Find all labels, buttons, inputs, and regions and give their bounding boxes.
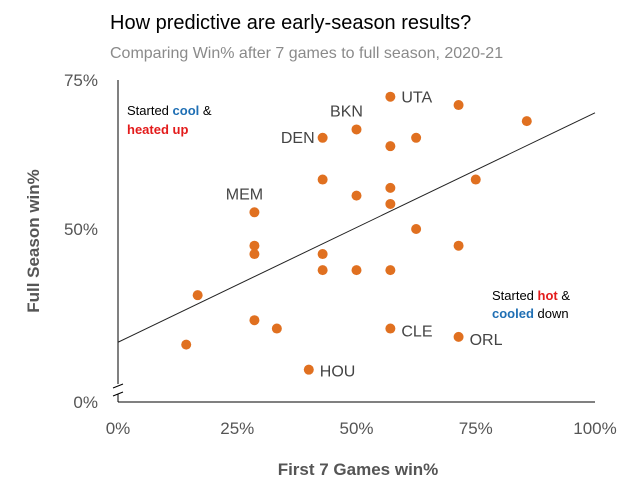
x-tick-labels: 0% 25% 50% 75% 100% bbox=[106, 419, 617, 438]
x-tick-label: 100% bbox=[573, 419, 616, 438]
team-label-cle: CLE bbox=[401, 324, 432, 341]
data-point bbox=[351, 190, 362, 201]
data-point bbox=[411, 132, 422, 143]
data-point bbox=[317, 249, 328, 260]
team-label-hou: HOU bbox=[320, 364, 356, 381]
team-label-uta: UTA bbox=[401, 90, 432, 107]
team-label-bkn: BKN bbox=[330, 103, 363, 120]
annotation-cooled-line2: cooled down bbox=[492, 306, 569, 321]
data-point bbox=[271, 323, 282, 334]
data-point bbox=[249, 315, 260, 326]
y-tick-label: 75% bbox=[64, 71, 98, 90]
x-tick-label: 0% bbox=[106, 419, 131, 438]
annotation-hot-line1: Started hot & bbox=[492, 288, 570, 303]
x-axis-label: First 7 Games win% bbox=[278, 460, 439, 479]
points-group bbox=[181, 91, 532, 375]
data-point bbox=[385, 182, 396, 193]
y-axis-break-mark-upper bbox=[112, 383, 124, 389]
annotation-hot-word: hot bbox=[538, 288, 559, 303]
data-point bbox=[385, 198, 396, 209]
data-point bbox=[317, 265, 328, 276]
y-tick-label: 0% bbox=[73, 393, 98, 412]
data-point bbox=[453, 331, 464, 342]
data-point bbox=[249, 249, 260, 260]
annotation-cooled-word: cooled bbox=[492, 306, 534, 321]
data-point bbox=[351, 124, 362, 135]
y-tick-label: 50% bbox=[64, 220, 98, 239]
data-point bbox=[453, 240, 464, 251]
annotation-heated-up: heated up bbox=[127, 122, 188, 137]
data-point bbox=[385, 265, 396, 276]
team-labels-group: UTA BKN DEN MEM CLE ORL HOU bbox=[226, 90, 503, 381]
data-point bbox=[385, 141, 396, 152]
data-point bbox=[521, 116, 532, 127]
data-point bbox=[249, 240, 260, 251]
data-point bbox=[181, 339, 192, 350]
team-label-orl: ORL bbox=[470, 332, 503, 349]
plot-frame bbox=[112, 80, 595, 403]
x-tick-label: 25% bbox=[220, 419, 254, 438]
data-point bbox=[317, 132, 328, 143]
trend-line-group bbox=[117, 112, 596, 343]
data-point bbox=[317, 174, 328, 185]
data-point bbox=[411, 224, 422, 234]
y-axis-break-mark-lower bbox=[112, 391, 124, 397]
x-tick-label: 50% bbox=[339, 419, 373, 438]
data-point bbox=[385, 91, 396, 102]
data-point bbox=[385, 323, 396, 334]
trend-line bbox=[117, 112, 596, 343]
data-point bbox=[470, 174, 481, 185]
data-point bbox=[192, 290, 203, 301]
chart-title: How predictive are early-season results? bbox=[110, 12, 471, 34]
data-point bbox=[453, 100, 464, 111]
chart-subtitle: Comparing Win% after 7 games to full sea… bbox=[110, 45, 503, 62]
annotation-cool-word: cool bbox=[173, 103, 200, 118]
team-label-den: DEN bbox=[281, 130, 315, 147]
annotation-cool-line1: Started cool & bbox=[127, 103, 212, 118]
team-label-mem: MEM bbox=[226, 186, 263, 203]
data-point bbox=[351, 265, 362, 276]
x-tick-label: 75% bbox=[459, 419, 493, 438]
data-point bbox=[249, 207, 260, 218]
data-point bbox=[303, 364, 314, 375]
y-axis-label: Full Season win% bbox=[24, 169, 43, 313]
y-tick-labels: 0% 50% 75% bbox=[64, 71, 98, 412]
